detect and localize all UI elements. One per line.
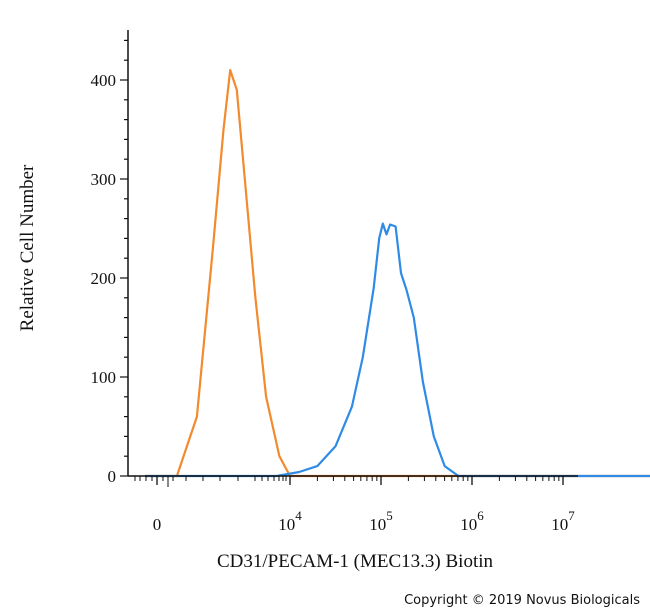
copyright-notice: Copyright © 2019 Novus Biologicals	[404, 593, 640, 608]
series-line-1	[145, 69, 650, 478]
series-line-2	[145, 222, 650, 478]
x-tick-label: 105	[369, 508, 393, 534]
y-tick-label: 300	[91, 170, 117, 189]
x-axis-title: CD31/PECAM-1 (MEC13.3) Biotin	[217, 551, 494, 572]
y-axis-title: Relative Cell Number	[17, 164, 38, 331]
x-tick-label: 104	[278, 508, 302, 534]
x-tick-label: 106	[460, 508, 484, 534]
tick-labels: 0 100 200 300 400 0 104 105 106 107	[91, 71, 576, 534]
histogram-curves	[145, 69, 650, 478]
y-tick-label: 0	[108, 467, 117, 486]
y-tick-label: 200	[91, 269, 117, 288]
y-tick-label: 400	[91, 71, 117, 90]
x-tick-label: 0	[153, 515, 162, 534]
y-tick-label: 100	[91, 368, 117, 387]
chart-axes	[120, 30, 578, 487]
x-tick-label: 107	[551, 508, 575, 534]
